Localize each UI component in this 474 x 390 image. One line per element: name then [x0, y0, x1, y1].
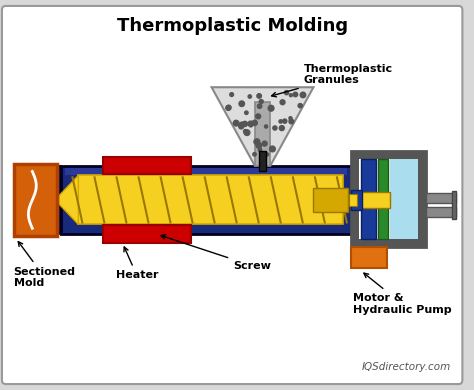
Bar [351, 247, 387, 268]
Bar [356, 192, 390, 208]
Bar [259, 151, 266, 170]
Circle shape [264, 125, 268, 128]
Text: Motor &
Hydraulic Pump: Motor & Hydraulic Pump [353, 273, 451, 315]
Text: Heater: Heater [116, 247, 158, 280]
Text: Thermoplastic
Granules: Thermoplastic Granules [272, 64, 393, 97]
Circle shape [257, 94, 261, 98]
Circle shape [252, 120, 257, 126]
Circle shape [268, 105, 274, 111]
Circle shape [244, 130, 250, 135]
Circle shape [244, 129, 247, 133]
Circle shape [289, 119, 294, 124]
Circle shape [239, 122, 245, 128]
Circle shape [273, 126, 277, 130]
Circle shape [233, 120, 239, 126]
Circle shape [239, 124, 244, 129]
Bar [103, 157, 191, 174]
Circle shape [254, 139, 260, 145]
Circle shape [230, 93, 234, 96]
Bar [313, 188, 348, 212]
Circle shape [226, 106, 231, 110]
Polygon shape [31, 166, 61, 234]
Bar [61, 166, 351, 234]
Circle shape [289, 117, 292, 120]
Circle shape [298, 104, 302, 108]
Circle shape [256, 143, 262, 148]
Bar [14, 164, 57, 236]
Bar [390, 159, 418, 239]
Circle shape [239, 101, 245, 106]
Bar [351, 190, 363, 210]
Circle shape [279, 120, 283, 123]
Circle shape [259, 99, 263, 103]
Bar [351, 151, 426, 247]
Bar [426, 193, 456, 203]
Bar [349, 194, 356, 206]
Circle shape [280, 100, 285, 105]
Circle shape [258, 148, 262, 151]
Bar [426, 207, 456, 216]
Circle shape [284, 90, 289, 95]
Circle shape [293, 92, 298, 97]
Bar [358, 159, 418, 239]
Circle shape [245, 111, 248, 114]
Circle shape [279, 126, 284, 131]
Bar [378, 159, 388, 239]
Circle shape [249, 123, 253, 127]
Bar [255, 102, 270, 166]
Circle shape [256, 114, 261, 119]
Text: Sectioned
Mold: Sectioned Mold [14, 241, 76, 288]
Circle shape [283, 119, 287, 123]
Circle shape [242, 121, 247, 126]
FancyBboxPatch shape [2, 6, 462, 384]
Bar [361, 159, 376, 239]
Polygon shape [59, 176, 78, 224]
Circle shape [270, 146, 275, 152]
Polygon shape [211, 87, 313, 166]
Circle shape [227, 105, 231, 110]
Circle shape [248, 121, 253, 126]
Bar [64, 168, 347, 176]
Circle shape [257, 104, 262, 108]
Bar [103, 225, 191, 243]
Bar [452, 191, 456, 218]
Circle shape [253, 152, 256, 156]
Text: IQSdirectory.com: IQSdirectory.com [361, 362, 451, 372]
Circle shape [300, 92, 306, 98]
Text: Screw: Screw [161, 235, 271, 271]
Circle shape [248, 95, 252, 98]
Circle shape [290, 94, 292, 97]
Text: Thermoplastic Molding: Thermoplastic Molding [117, 16, 348, 35]
Circle shape [265, 153, 269, 156]
Bar [78, 176, 343, 224]
Circle shape [262, 141, 267, 146]
